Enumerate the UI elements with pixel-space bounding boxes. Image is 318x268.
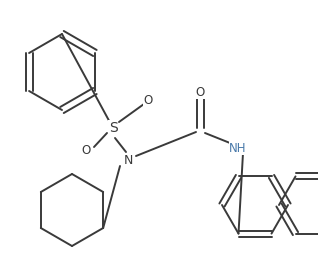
Text: O: O xyxy=(143,94,153,106)
Text: O: O xyxy=(81,143,91,157)
Text: S: S xyxy=(109,121,117,135)
Text: N: N xyxy=(123,154,133,166)
Text: O: O xyxy=(195,85,204,99)
Text: NH: NH xyxy=(229,142,247,154)
